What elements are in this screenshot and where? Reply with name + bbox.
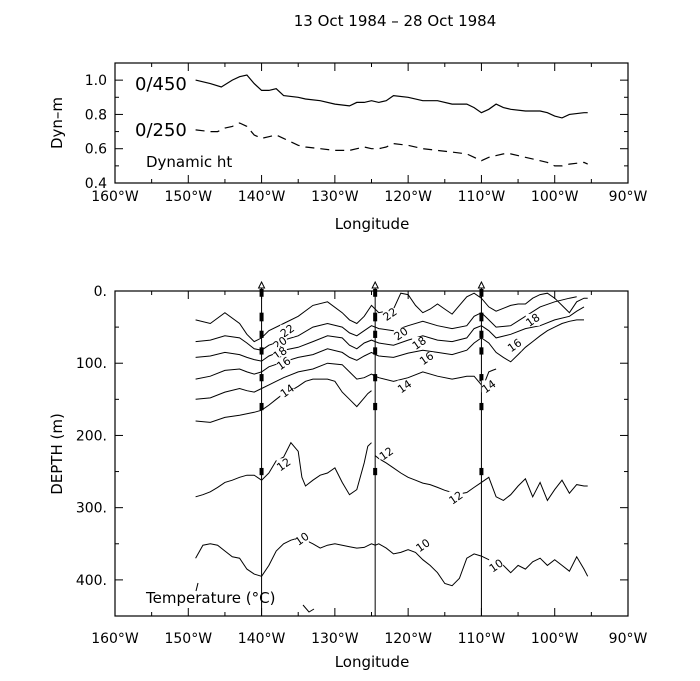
mooring-buoy-triangle bbox=[257, 280, 266, 289]
x-tick-label: 100°W bbox=[531, 189, 579, 205]
isotherm-label-bg bbox=[448, 491, 463, 504]
isotherm-16 bbox=[195, 319, 584, 380]
isotherm-label-bg bbox=[280, 324, 295, 337]
isotherm-label-12: 12 bbox=[377, 445, 396, 464]
isotherm-label-12: 12 bbox=[274, 455, 293, 474]
dynamic-height-x-label: Longitude bbox=[335, 215, 410, 233]
x-tick-label: 110°W bbox=[458, 189, 506, 205]
temperature-panel: 160°W 150°W 140°W 130°W 120°W 110°W 100°W 90°W … bbox=[48, 280, 647, 671]
dynamic-height-series bbox=[195, 74, 588, 167]
isotherm-label-bg bbox=[276, 458, 291, 471]
isotherm-label-bg bbox=[489, 559, 504, 572]
isotherm-label-bg bbox=[276, 357, 291, 370]
isotherm-14 bbox=[195, 362, 497, 400]
temperature-x-label: Longitude bbox=[335, 653, 410, 671]
x-tick-label: 120°W bbox=[384, 631, 432, 647]
x-tick-label: 110°W bbox=[458, 631, 506, 647]
y-tick-label: 400. bbox=[76, 573, 107, 589]
isotherm-label-bg bbox=[272, 347, 287, 360]
y-tick-label: 0.8 bbox=[85, 107, 107, 123]
y-tick-label: 0. bbox=[94, 284, 107, 300]
dynamic-height-annotation: Dynamic ht bbox=[146, 153, 232, 171]
isotherm-label-bg bbox=[382, 308, 397, 321]
isotherm-lines bbox=[195, 292, 589, 587]
isotherm-label-14: 14 bbox=[278, 382, 297, 401]
y-tick-label: 1.0 bbox=[85, 73, 107, 89]
isotherm-label-bg bbox=[415, 539, 430, 552]
x-tick-label: 100°W bbox=[531, 631, 579, 647]
isotherm-label-bg bbox=[507, 339, 522, 352]
y-tick-label: 100. bbox=[76, 356, 107, 372]
x-tick-label: 160°W bbox=[91, 631, 139, 647]
x-tick-label: 150°W bbox=[164, 189, 212, 205]
isotherm-label-bg bbox=[294, 532, 309, 545]
temperature-y-axis: 0. 100. 200. 300. 400. bbox=[76, 284, 628, 589]
x-tick-label: 90°W bbox=[609, 631, 648, 647]
dynamic-height-y-label: Dyn–m bbox=[48, 97, 66, 149]
temperature-x-axis: 160°W 150°W 140°W 130°W 120°W 110°W 100°W 90°W bbox=[91, 291, 647, 647]
isotherm-label-10: 10 bbox=[414, 536, 433, 555]
series-line-0-250 bbox=[195, 122, 588, 167]
isotherm-label-bg bbox=[525, 313, 540, 326]
isotherm-label-22: 22 bbox=[381, 305, 400, 324]
x-tick-label: 140°W bbox=[238, 631, 286, 647]
dynamic-height-panel: 160°W 150°W 140°W 130°W 120°W 110°W 100°W 90°W … bbox=[48, 62, 647, 233]
series-line-0-450 bbox=[195, 74, 588, 119]
isotherm-label-bg bbox=[481, 380, 496, 393]
small-triangle-marker bbox=[302, 604, 315, 613]
y-tick-label: 200. bbox=[76, 428, 107, 444]
isotherm-label-bg bbox=[379, 447, 394, 460]
y-tick-label: 0.6 bbox=[85, 142, 107, 158]
series-label-0-450: 0/450 bbox=[135, 74, 187, 95]
isotherm-18 bbox=[195, 306, 585, 362]
mooring-buoy-triangle bbox=[477, 280, 486, 289]
isotherm-22 bbox=[195, 292, 588, 343]
x-tick-label: 130°W bbox=[311, 631, 359, 647]
isotherm-label-bg bbox=[419, 352, 434, 365]
isotherm-label-bg bbox=[393, 327, 408, 340]
x-tick-label: 120°W bbox=[384, 189, 432, 205]
x-tick-label: 90°W bbox=[609, 189, 648, 205]
x-tick-label: 130°W bbox=[311, 189, 359, 205]
x-tick-label: 140°W bbox=[238, 189, 286, 205]
dynamic-height-x-axis: 160°W 150°W 140°W 130°W 120°W 110°W 100°W 90°W bbox=[91, 63, 647, 205]
isotherm-label-10: 10 bbox=[293, 530, 312, 549]
isotherm-12 bbox=[374, 455, 588, 502]
isotherm-label-10: 10 bbox=[487, 557, 506, 576]
isotherm-label-bg bbox=[412, 337, 427, 349]
x-tick-label: 160°W bbox=[91, 189, 139, 205]
figure-title: 13 Oct 1984 – 28 Oct 1984 bbox=[294, 12, 497, 30]
series-label-0-250: 0/250 bbox=[135, 120, 187, 141]
isotherm-label-bg bbox=[272, 337, 287, 349]
isotherm-12 bbox=[195, 441, 372, 498]
isotherm-label-18: 18 bbox=[524, 311, 543, 330]
temperature-y-label: DEPTH (m) bbox=[48, 413, 66, 495]
temperature-annotation: Temperature (°C) bbox=[145, 589, 275, 607]
dynamic-height-y-axis: 0.4 0.6 0.8 1.0 bbox=[85, 62, 628, 192]
y-tick-label: 0.4 bbox=[85, 176, 107, 192]
isotherm-20 bbox=[195, 296, 577, 351]
isotherm-10 bbox=[195, 537, 589, 587]
temperature-leader-line bbox=[195, 582, 199, 592]
isotherm-label-bg bbox=[280, 384, 295, 397]
isotherm-label-bg bbox=[397, 380, 412, 393]
x-tick-label: 150°W bbox=[164, 631, 212, 647]
mooring-lines bbox=[257, 280, 486, 616]
isotherm-label-16: 16 bbox=[505, 336, 524, 355]
y-tick-label: 300. bbox=[76, 501, 107, 517]
isotherm-12 bbox=[195, 378, 372, 423]
mooring-buoy-triangle bbox=[371, 280, 379, 289]
